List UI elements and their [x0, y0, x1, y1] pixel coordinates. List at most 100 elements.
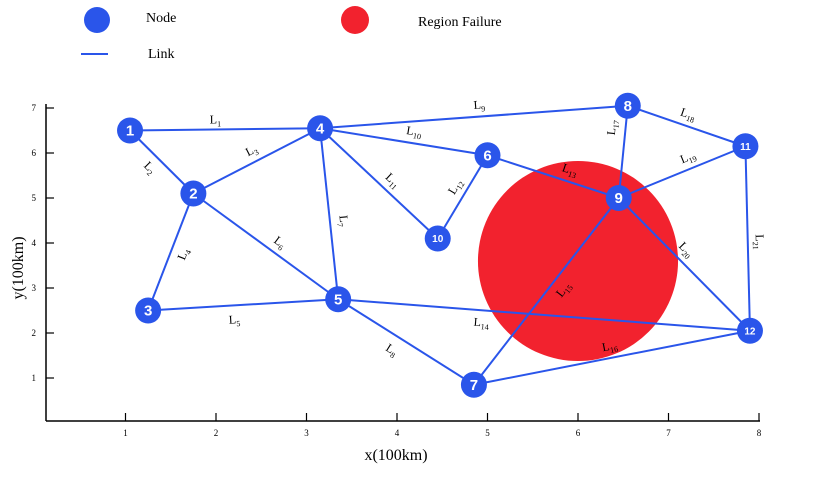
svg-text:L5: L5	[228, 312, 240, 329]
link-8	[337, 298, 475, 386]
node-4: 4	[307, 115, 334, 142]
legend-failure-label: Region Failure	[418, 15, 502, 30]
x-tick-label: 4	[395, 428, 400, 438]
link-20	[618, 197, 751, 332]
x-tick-label: 7	[666, 428, 671, 438]
x-ticks: 1 2 3 4 5 6 7 8	[123, 413, 762, 438]
legend-node-swatch	[84, 7, 110, 33]
y-ticks: 1 2 3 4 5 6 7	[32, 103, 54, 383]
link-6	[192, 192, 339, 301]
svg-text:L2: L2	[140, 158, 159, 177]
link-label-letter: L	[405, 123, 414, 138]
link-label-subscript: 17	[612, 120, 622, 129]
link-label-letter: L	[336, 214, 351, 223]
links	[129, 104, 751, 386]
node-6: 6	[474, 142, 501, 169]
y-tick-label: 4	[32, 238, 37, 248]
svg-text:L1: L1	[210, 112, 222, 128]
x-tick-label: 8	[757, 428, 762, 438]
link-label-9: L9	[473, 97, 485, 114]
link-label-14: L14	[473, 315, 489, 332]
legend-node-label: Node	[146, 11, 176, 26]
link-label-letter: L	[174, 250, 190, 262]
link-label-18: L18	[678, 105, 698, 125]
node-8: 8	[614, 92, 641, 119]
svg-text:L16: L16	[601, 338, 619, 357]
svg-text:L10: L10	[405, 123, 423, 141]
link-label-subscript: 6	[276, 243, 285, 253]
svg-text:L21: L21	[751, 234, 767, 250]
node-2: 2	[180, 180, 207, 207]
link-label-5: L5	[228, 312, 240, 329]
link-19	[618, 145, 746, 199]
link-label-4: L4	[174, 249, 193, 262]
x-tick-label: 5	[485, 428, 490, 438]
link-13	[487, 154, 620, 199]
link-label-letter: L	[679, 105, 691, 121]
link-15	[473, 197, 620, 386]
link-label-subscript: 2	[145, 169, 154, 178]
legend-link-label: Link	[148, 47, 174, 62]
node-circle	[117, 117, 144, 144]
link-label-letter: L	[604, 127, 619, 136]
link-10	[319, 127, 488, 157]
node-label: 9	[615, 190, 623, 207]
link-4	[147, 193, 195, 311]
y-tick-label: 2	[32, 328, 37, 338]
link-label-10: L10	[405, 123, 423, 141]
y-tick-label: 5	[32, 193, 37, 203]
node-label: 3	[144, 303, 152, 320]
node-label: 11	[740, 142, 751, 153]
link-label-letter: L	[560, 160, 571, 176]
link-label-subscript: 5	[236, 319, 241, 328]
node-label: 2	[189, 186, 197, 203]
node-circle	[605, 185, 632, 211]
link-21	[744, 146, 751, 331]
link-label-19: L19	[678, 147, 698, 168]
link-3	[192, 127, 321, 195]
svg-text:L3: L3	[243, 141, 260, 160]
link-5	[148, 298, 339, 312]
link-label-subscript: 7	[335, 222, 344, 227]
link-label-letter: L	[473, 97, 481, 111]
link-18	[627, 104, 746, 148]
link-label-subscript: 15	[563, 283, 575, 295]
node-9: 9	[605, 185, 632, 211]
node-3: 3	[135, 297, 162, 324]
link-label-subscript: 14	[480, 322, 489, 332]
link-label-letter: L	[473, 315, 481, 330]
svg-text:L9: L9	[473, 97, 485, 114]
link-11	[319, 127, 439, 240]
failure-region	[477, 160, 679, 362]
node-label: 8	[624, 98, 632, 115]
link-label-subscript: 16	[609, 345, 619, 355]
x-tick-label: 3	[304, 428, 309, 438]
y-tick-label: 6	[32, 148, 37, 158]
link-label-subscript: 13	[567, 169, 577, 180]
link-label-subscript: 10	[412, 131, 421, 141]
svg-text:L18: L18	[678, 105, 698, 125]
node-label: 7	[470, 377, 478, 394]
node-7: 7	[460, 371, 487, 398]
svg-text:L19: L19	[678, 147, 698, 168]
link-label-1: L1	[210, 112, 222, 128]
link-label-letter: L	[601, 339, 611, 354]
node-circle	[180, 180, 207, 207]
svg-text:L8: L8	[382, 341, 400, 361]
x-tick-label: 1	[123, 428, 128, 438]
node-5: 5	[325, 286, 352, 313]
y-axis-title: y(100km)	[10, 236, 27, 299]
node-10: 10	[424, 225, 451, 252]
y-tick-label: 3	[32, 283, 37, 293]
link-1	[130, 127, 321, 132]
node-circle	[424, 225, 451, 252]
x-tick-label: 2	[214, 428, 219, 438]
y-tick-label: 1	[32, 373, 37, 383]
link-label-subscript: 19	[687, 154, 698, 165]
node-circle	[474, 142, 501, 169]
link-label-subscript: 1	[217, 119, 221, 128]
